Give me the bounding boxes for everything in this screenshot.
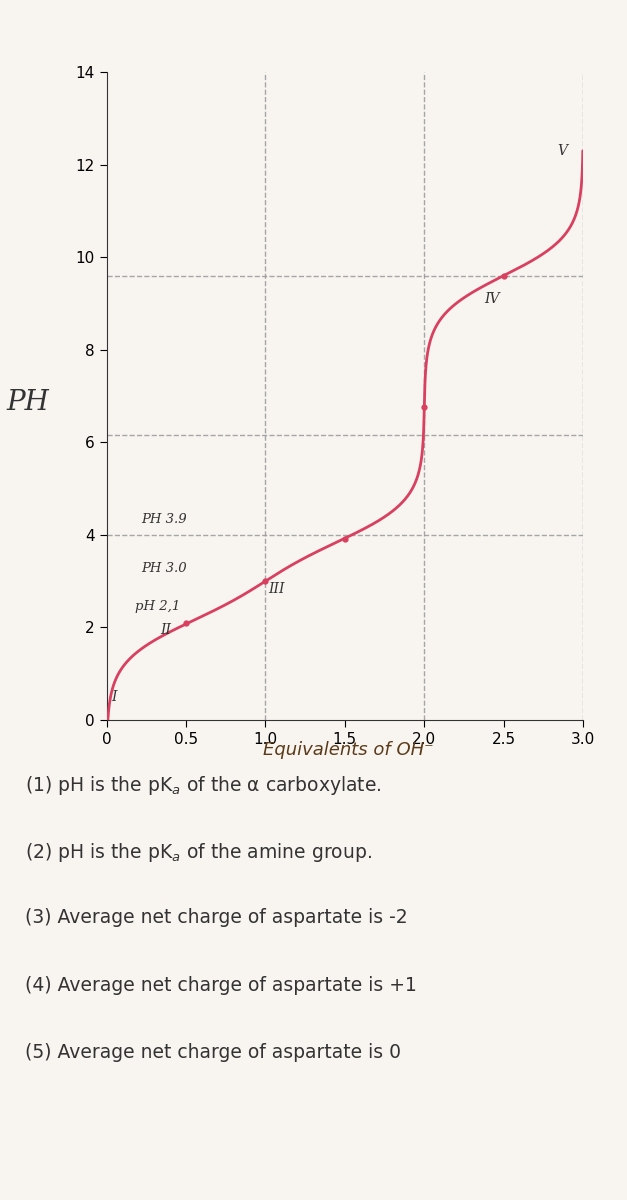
- Text: PH: PH: [7, 389, 50, 415]
- Text: I: I: [112, 690, 117, 704]
- Text: V: V: [557, 144, 567, 158]
- Text: (4) Average net charge of aspartate is +1: (4) Average net charge of aspartate is +…: [25, 976, 417, 995]
- Text: (5) Average net charge of aspartate is 0: (5) Average net charge of aspartate is 0: [25, 1043, 401, 1062]
- Text: Equivalents of OH⁻: Equivalents of OH⁻: [263, 740, 433, 758]
- Text: IV: IV: [485, 293, 500, 306]
- Text: PH 3.9: PH 3.9: [142, 514, 187, 527]
- Text: (3) Average net charge of aspartate is -2: (3) Average net charge of aspartate is -…: [25, 908, 408, 928]
- Text: pH 2,1: pH 2,1: [135, 600, 181, 613]
- Text: (2) pH is the pK$_a$ of the amine group.: (2) pH is the pK$_a$ of the amine group.: [25, 841, 372, 864]
- Text: II: II: [161, 623, 172, 637]
- Text: III: III: [268, 582, 285, 595]
- Text: PH 3.0: PH 3.0: [142, 562, 187, 575]
- Text: (1) pH is the pK$_a$ of the α carboxylate.: (1) pH is the pK$_a$ of the α carboxylat…: [25, 774, 382, 797]
